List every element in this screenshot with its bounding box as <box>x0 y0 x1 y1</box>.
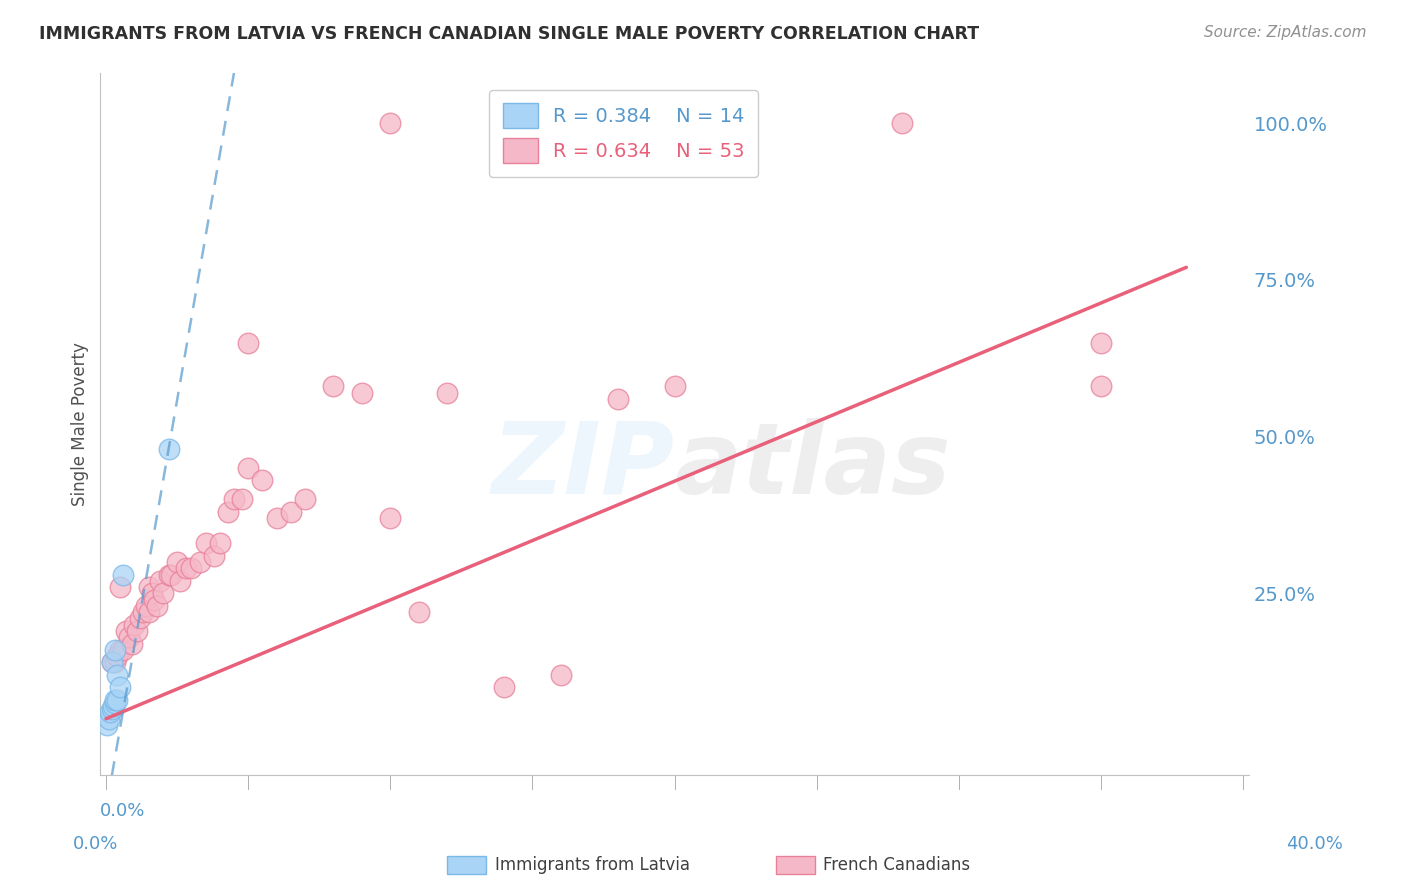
Point <box>110 580 132 594</box>
Point <box>103 655 125 669</box>
Point <box>157 442 180 457</box>
Point <box>238 461 260 475</box>
Point <box>222 492 245 507</box>
Point <box>100 655 122 669</box>
Text: 0.0%: 0.0% <box>100 802 146 820</box>
Point <box>492 681 515 695</box>
Point <box>1090 379 1112 393</box>
Point <box>138 580 160 594</box>
Point <box>110 642 132 657</box>
Point <box>101 699 124 714</box>
Point <box>169 574 191 588</box>
Point <box>202 549 225 563</box>
Point <box>1090 335 1112 350</box>
Point <box>266 511 288 525</box>
Point <box>436 385 458 400</box>
Point <box>294 492 316 507</box>
Point <box>188 555 211 569</box>
Point <box>141 586 163 600</box>
Legend: R = 0.384    N = 14, R = 0.634    N = 53: R = 0.384 N = 14, R = 0.634 N = 53 <box>489 90 758 177</box>
Point <box>238 335 260 350</box>
Point <box>103 642 125 657</box>
Point <box>157 567 180 582</box>
Point <box>160 567 183 582</box>
Point <box>97 712 120 726</box>
Point <box>132 605 155 619</box>
Point <box>112 567 135 582</box>
Point <box>891 116 914 130</box>
Point <box>124 617 146 632</box>
Text: Source: ZipAtlas.com: Source: ZipAtlas.com <box>1204 25 1367 40</box>
Point <box>380 511 402 525</box>
Point <box>146 599 169 613</box>
Point <box>107 668 129 682</box>
Point <box>252 474 274 488</box>
Point <box>103 696 125 710</box>
Text: ZIP: ZIP <box>492 417 675 515</box>
Text: 0.0%: 0.0% <box>73 835 118 853</box>
Point <box>408 605 430 619</box>
Point <box>149 574 172 588</box>
Point <box>115 624 138 638</box>
Text: 40.0%: 40.0% <box>1286 835 1343 853</box>
Point <box>107 648 129 663</box>
Point <box>107 693 129 707</box>
Point <box>98 706 121 720</box>
Point <box>138 605 160 619</box>
Point <box>180 561 202 575</box>
Point <box>280 505 302 519</box>
Point <box>231 492 253 507</box>
Point <box>100 702 122 716</box>
Point <box>121 636 143 650</box>
Point <box>143 592 166 607</box>
Text: Immigrants from Latvia: Immigrants from Latvia <box>495 856 690 874</box>
Point <box>550 668 572 682</box>
Point <box>100 655 122 669</box>
Point <box>664 379 686 393</box>
Text: French Canadians: French Canadians <box>823 856 970 874</box>
Point <box>166 555 188 569</box>
Y-axis label: Single Male Poverty: Single Male Poverty <box>72 343 89 506</box>
Point <box>127 624 149 638</box>
Point <box>350 385 373 400</box>
Point <box>194 536 217 550</box>
Point <box>135 599 157 613</box>
Point <box>96 718 118 732</box>
Point <box>112 642 135 657</box>
Point <box>208 536 231 550</box>
Point <box>152 586 174 600</box>
Point <box>380 116 402 130</box>
Point <box>103 693 125 707</box>
Text: IMMIGRANTS FROM LATVIA VS FRENCH CANADIAN SINGLE MALE POVERTY CORRELATION CHART: IMMIGRANTS FROM LATVIA VS FRENCH CANADIA… <box>39 25 980 43</box>
Text: atlas: atlas <box>675 417 950 515</box>
Point <box>118 630 141 644</box>
Point <box>217 505 239 519</box>
Point <box>322 379 344 393</box>
Point <box>129 611 152 625</box>
Point <box>606 392 628 406</box>
Point <box>110 681 132 695</box>
Point <box>174 561 197 575</box>
